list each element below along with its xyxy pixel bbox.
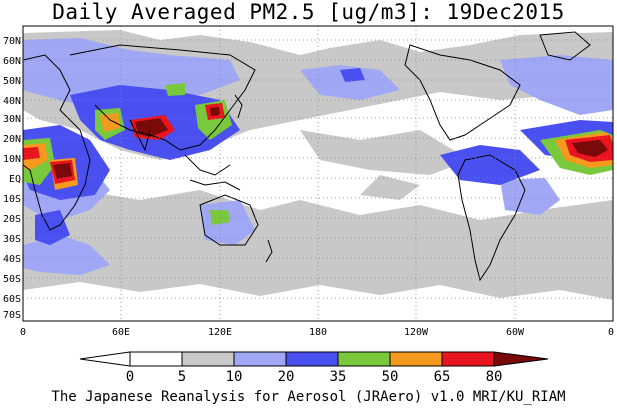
colorbar-cell (233, 351, 287, 367)
lat-label: 70N (3, 36, 21, 47)
lat-label: 20N (3, 134, 21, 145)
colorbar-label: 5 (178, 369, 186, 385)
colorbar-cell-below-0 (79, 351, 131, 367)
lat-label: EQ (9, 174, 21, 185)
lat-label: 30N (3, 114, 21, 125)
colorbar-label: 0 (126, 369, 134, 385)
colorbar-cell (389, 351, 443, 367)
lat-axis: 70N 60N 50N 40N 30N 20N 10N EQ 10S 20S 3… (3, 36, 21, 321)
lat-label: 40N (3, 96, 21, 107)
colorbar-cell (181, 351, 235, 367)
colorbar-label: 50 (382, 369, 399, 385)
lon-axis: 0 60E 120E 180 120W 60W 0 (20, 327, 614, 338)
lat-label: 10N (3, 154, 21, 165)
lat-label: 10S (3, 194, 21, 205)
lat-label: 30S (3, 234, 21, 245)
lon-label: 120E (208, 327, 232, 338)
lon-label: 0 (20, 327, 26, 338)
lon-label: 180 (309, 327, 327, 338)
lon-label: 60E (112, 327, 130, 338)
colorbar (79, 351, 549, 367)
lat-label: 60N (3, 56, 21, 67)
colorbar-label: 35 (330, 369, 347, 385)
lat-label: 40S (3, 254, 21, 265)
colorbar-label: 20 (278, 369, 295, 385)
colorbar-cell (337, 351, 391, 367)
map-title: Daily Averaged PM2.5 [ug/m3]: 19Dec2015 (52, 0, 565, 24)
lon-label: 60W (506, 327, 525, 338)
pm25-field (23, 26, 613, 321)
lat-label: 20S (3, 214, 21, 225)
lat-label: 50N (3, 76, 21, 87)
colorbar-label: 10 (226, 369, 243, 385)
colorbar-cell (285, 351, 339, 367)
lat-label: 60S (3, 294, 21, 305)
pm25-band-80-plus (53, 107, 608, 179)
map-frame (22, 25, 614, 322)
colorbar-labels: 0 5 10 20 35 50 65 80 (126, 369, 503, 385)
lat-label: 50S (3, 274, 21, 285)
lon-label: 0 (608, 327, 614, 338)
colorbar-label: 80 (486, 369, 503, 385)
colorbar-cell (441, 351, 495, 367)
colorbar-label: 65 (434, 369, 451, 385)
lon-label: 120W (404, 327, 429, 338)
colorbar-cell-above-80 (493, 351, 549, 367)
lat-label: 70S (3, 310, 21, 321)
colorbar-cell (129, 351, 183, 367)
credit-line: The Japanese Reanalysis for Aerosol (JRA… (51, 389, 566, 405)
